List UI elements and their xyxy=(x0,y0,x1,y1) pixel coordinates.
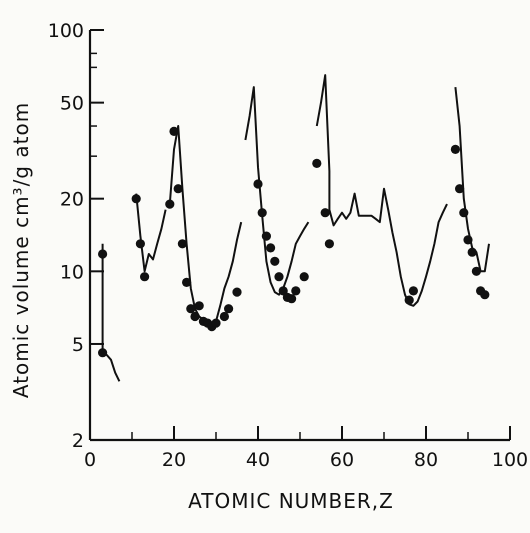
data-point xyxy=(471,266,481,276)
data-point xyxy=(194,301,204,311)
data-points xyxy=(98,126,490,358)
data-point xyxy=(232,287,242,297)
data-point xyxy=(165,199,175,209)
data-point xyxy=(312,158,322,168)
x-tick-label: 40 xyxy=(246,449,270,471)
data-point xyxy=(463,235,473,245)
data-point xyxy=(98,348,108,358)
data-point xyxy=(320,208,330,218)
series-line xyxy=(101,243,121,382)
y-tick-label: 20 xyxy=(60,189,84,211)
data-point xyxy=(480,290,490,300)
data-point xyxy=(299,272,309,282)
x-tick-label: 80 xyxy=(414,449,438,471)
x-tick-label: 100 xyxy=(492,449,528,471)
series-line xyxy=(168,125,243,326)
data-point xyxy=(219,311,229,322)
data-point xyxy=(467,247,477,257)
y-tick-label: 50 xyxy=(60,93,84,115)
data-point xyxy=(404,295,414,305)
data-point xyxy=(408,286,418,296)
data-point xyxy=(253,179,263,189)
data-point xyxy=(261,231,271,241)
data-point xyxy=(287,294,297,304)
data-point xyxy=(190,311,200,322)
series-line xyxy=(135,193,167,273)
y-tick-label: 5 xyxy=(72,334,84,356)
data-point xyxy=(182,277,192,287)
data-point xyxy=(266,243,276,253)
data-point xyxy=(211,318,221,328)
x-axis-title: ATOMIC NUMBER,Z xyxy=(188,489,394,513)
data-point xyxy=(274,272,284,282)
y-tick-label: 100 xyxy=(48,20,84,42)
data-point xyxy=(135,239,145,249)
x-tick-label: 20 xyxy=(162,449,186,471)
x-tick-label: 60 xyxy=(330,449,354,471)
series-line xyxy=(454,86,490,273)
data-point xyxy=(270,256,280,266)
data-point xyxy=(98,249,108,259)
data-point xyxy=(257,208,267,218)
data-point xyxy=(131,194,141,204)
data-point xyxy=(278,286,288,296)
data-point xyxy=(224,304,234,314)
tick-labels: 2 5 10 20 50 100 0 20 40 60 80 100 xyxy=(48,20,528,471)
y-tick-label: 2 xyxy=(72,430,84,452)
data-point xyxy=(459,208,469,218)
data-point xyxy=(186,304,196,314)
data-point xyxy=(455,184,465,194)
data-point xyxy=(324,239,334,249)
data-point xyxy=(450,144,460,154)
series-lines xyxy=(101,74,490,382)
data-point xyxy=(177,239,187,249)
axes xyxy=(88,29,511,442)
y-axis-title: Atomic volume cm³/g atom xyxy=(9,102,33,398)
data-point xyxy=(140,272,150,282)
y-tick-label: 10 xyxy=(60,261,84,283)
data-point xyxy=(173,184,183,194)
x-tick-label: 0 xyxy=(84,449,96,471)
series-line xyxy=(244,86,310,296)
data-point xyxy=(291,286,301,296)
series-line xyxy=(315,74,448,307)
data-point xyxy=(169,126,179,136)
